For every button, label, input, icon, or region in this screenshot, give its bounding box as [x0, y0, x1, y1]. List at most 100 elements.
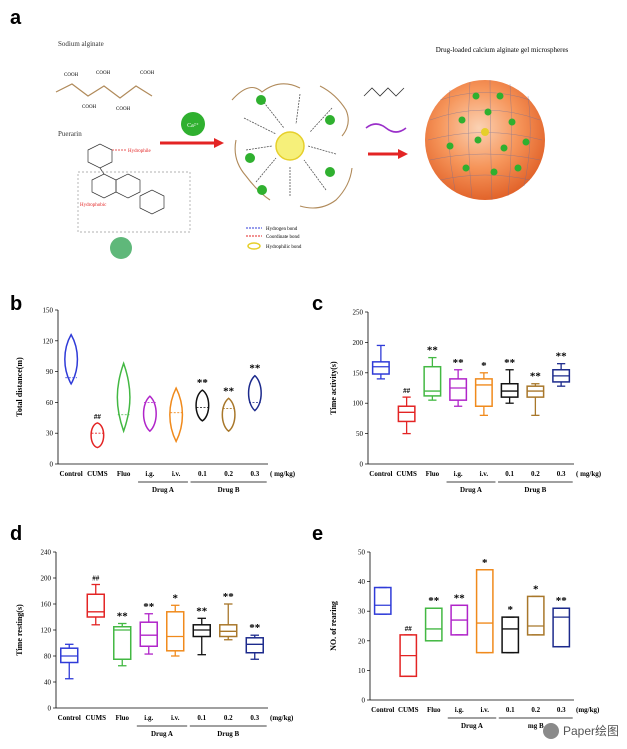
charts-container: b 0 30 60 90 120 150 Total distance(m) Control CU… — [10, 293, 602, 738]
box-i.v. — [475, 569, 494, 654]
unit-label: ( mg/kg) — [270, 470, 296, 478]
x-tick-label: 0.3 — [251, 470, 260, 478]
group-label-a: Drug A — [151, 730, 173, 738]
y-tick-label: 40 — [358, 578, 366, 586]
y-tick-label: 10 — [358, 667, 366, 675]
cooh-label-4: COOH — [82, 105, 97, 110]
calcium-ion-icon — [181, 112, 205, 136]
box-CUMS — [397, 405, 416, 423]
cooh-label-3: COOH — [140, 71, 155, 76]
x-tick-label: i.v. — [171, 714, 180, 722]
microsphere-icon — [425, 80, 545, 200]
x-tick-label: CUMS — [398, 706, 419, 714]
y-tick-label: 200 — [41, 575, 52, 583]
significance-label-0.1: ** — [196, 605, 208, 617]
box-Control — [371, 361, 390, 375]
x-tick-label: Control — [371, 706, 394, 714]
box-i.v. — [474, 378, 493, 407]
significance-label-0.1: ** — [197, 377, 209, 389]
x-tick-label: i.g. — [455, 706, 464, 714]
x-tick-label: 0.1 — [197, 714, 206, 722]
significance-label-0.3: ** — [556, 351, 568, 363]
x-tick-label: CUMS — [87, 470, 108, 478]
significance-label-i.v.: * — [173, 592, 179, 604]
panel-letter-e: e — [312, 523, 323, 545]
box-i.g. — [449, 378, 468, 401]
x-tick-label: 0.1 — [505, 470, 514, 478]
significance-label-i.g.: ** — [453, 357, 465, 369]
y-tick-label: 120 — [43, 337, 54, 345]
y-tick-label: 50 — [356, 430, 364, 438]
chart-panel-d: d 0 40 80 120 160 200 240 Time resting(s) Control… — [10, 523, 294, 738]
panel-a: a Sodium alginate COOH COOH COOH COOH CO… — [10, 7, 569, 259]
significance-label-i.v.: * — [481, 360, 487, 372]
x-tick-label: 0.2 — [531, 470, 540, 478]
x-tick-label: i.v. — [480, 470, 489, 478]
violin-0.3 — [247, 374, 262, 412]
chart-panel-c: c 0 50 100 150 200 250 Time activity(s) Control C… — [312, 293, 602, 494]
significance-label-CUMS: ## — [405, 625, 413, 633]
significance-label-CUMS: ## — [403, 387, 411, 395]
significance-label-CUMS: ## — [94, 413, 102, 421]
x-tick-label: 0.2 — [224, 714, 233, 722]
panel-letter-d: d — [10, 523, 22, 545]
group-label-b: Drug B — [217, 730, 239, 738]
y-axis-label: Time resting(s) — [15, 604, 24, 656]
y-tick-label: 60 — [46, 399, 54, 407]
y-tick-label: 0 — [360, 461, 364, 469]
y-tick-label: 120 — [41, 627, 52, 635]
cooh-label-2: COOH — [96, 71, 111, 76]
significance-label-Fluo: ** — [117, 611, 129, 623]
encapsulated-drug-icon — [446, 92, 530, 176]
panel-letter-c: c — [312, 293, 323, 315]
y-tick-label: 0 — [48, 705, 52, 713]
box-CUMS — [86, 593, 105, 618]
box-i.v. — [166, 611, 185, 652]
y-tick-label: 0 — [50, 461, 54, 469]
significance-label-0.2: ** — [223, 385, 235, 397]
significance-label-0.3: ** — [556, 595, 568, 607]
x-tick-label: i.g. — [454, 470, 463, 478]
box-0.2 — [526, 595, 545, 636]
drug-particle-icon — [110, 237, 132, 259]
significance-label-i.v.: * — [482, 557, 488, 569]
significance-label-0.3: ** — [249, 363, 261, 375]
box-Control — [373, 586, 392, 615]
watermark-text: Paper绘图 — [562, 724, 619, 738]
group-label-a: Drug A — [460, 486, 482, 494]
box-i.g. — [139, 621, 158, 648]
chart-panel-b: b 0 30 60 90 120 150 Total distance(m) Control CU… — [10, 293, 296, 494]
arrow-2-head-icon — [398, 149, 408, 159]
violin-CUMS — [90, 422, 105, 449]
x-tick-label: Control — [58, 714, 81, 722]
legend-coordinate-bond: Coordinate bond — [266, 235, 300, 240]
y-tick-label: 240 — [41, 549, 52, 557]
x-tick-label: CUMS — [396, 470, 417, 478]
significance-label-i.g.: ** — [143, 601, 155, 613]
y-axis-label: NO. of rearing — [329, 601, 338, 651]
group-label-b: Drug B — [524, 486, 546, 494]
x-tick-label: i.g. — [145, 470, 154, 478]
arrow-1-head-icon — [214, 138, 224, 148]
y-tick-label: 150 — [353, 369, 364, 377]
x-tick-label: 0.2 — [531, 706, 540, 714]
group-label-a: Drug A — [461, 722, 483, 730]
y-axis-label: Time activity(s) — [329, 361, 338, 415]
y-tick-label: 160 — [41, 601, 52, 609]
x-tick-label: CUMS — [85, 714, 106, 722]
significance-label-Fluo: ** — [427, 345, 439, 357]
group-label-a: Drug A — [152, 486, 174, 494]
violin-Fluo — [116, 361, 131, 434]
violin-Control — [64, 333, 79, 386]
significance-label-0.2: * — [533, 583, 539, 595]
y-axis-label: Total distance(m) — [15, 357, 24, 417]
significance-label-i.g.: ** — [454, 592, 466, 604]
significance-label-0.1: * — [508, 604, 514, 616]
violin-i.g. — [142, 395, 157, 433]
significance-label-CUMS: ## — [92, 575, 100, 583]
polymer-chain-icon — [365, 123, 407, 133]
microspheres-title: Drug-loaded calcium alginate gel microsp… — [436, 46, 569, 54]
x-tick-label: Control — [369, 470, 392, 478]
y-tick-label: 100 — [353, 400, 364, 408]
y-tick-label: 90 — [46, 368, 54, 376]
